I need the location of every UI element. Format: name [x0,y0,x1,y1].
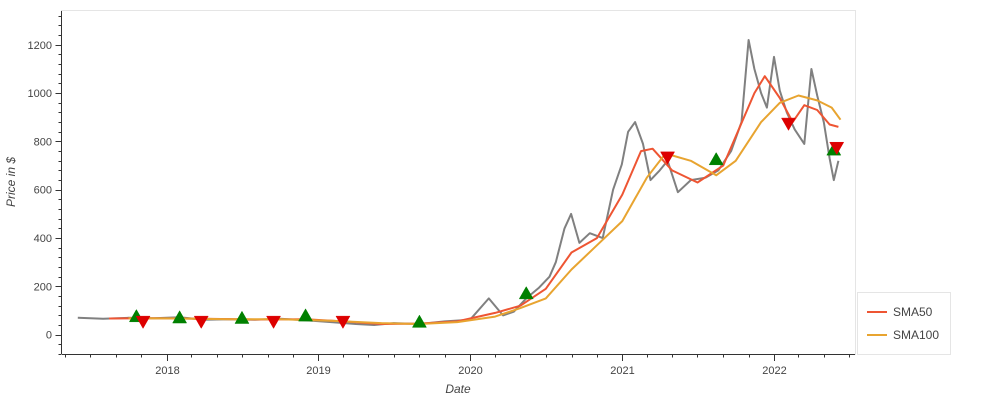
sell-signal-marker [829,141,845,155]
plot-area [77,39,845,329]
x-tick-label: 2019 [306,365,330,377]
y-tick-label: 1200 [28,40,52,52]
y-tick-label: 1000 [28,88,52,100]
legend-label-sma100: SMA100 [893,328,939,342]
x-tick-label: 2018 [155,365,179,377]
buy-signal-marker [298,308,313,322]
y-tick-label: 800 [34,136,52,148]
legend-label-sma50: SMA50 [893,305,933,319]
y-axis-title: Price in $ [4,157,18,207]
y-tick-label: 0 [46,330,52,342]
buy-signal-marker [172,310,188,324]
sell-signal-marker [335,315,351,329]
y-tick-label: 400 [34,233,52,245]
x-tick-label: 2021 [610,365,634,377]
plot-frame [61,10,856,355]
legend: SMA50 SMA100 [857,292,951,355]
sell-signal-marker [781,117,796,131]
x-axis: 2018 2019 2020 2021 2022 [62,354,855,377]
x-tick-label: 2020 [458,365,482,377]
sma100-line [128,94,842,325]
x-axis-title: Date [445,382,471,396]
buy-signal-marker [518,286,534,300]
price-line [77,39,840,326]
sell-signal-marker [193,315,209,329]
buy-signal-marker [412,314,427,328]
sell-signal-marker [266,315,281,329]
x-tick-label: 2022 [762,365,786,377]
legend-box [857,292,951,355]
y-tick-label: 200 [34,281,52,293]
sell-signal-marker [660,151,675,165]
sell-signal-marker [135,315,151,329]
buy-signal-marker [234,310,250,324]
y-tick-label: 600 [34,185,52,197]
sma50-line [108,75,839,325]
y-axis: 0 200 400 600 800 1000 1200 [28,11,62,355]
buy-signal-marker [708,152,724,166]
